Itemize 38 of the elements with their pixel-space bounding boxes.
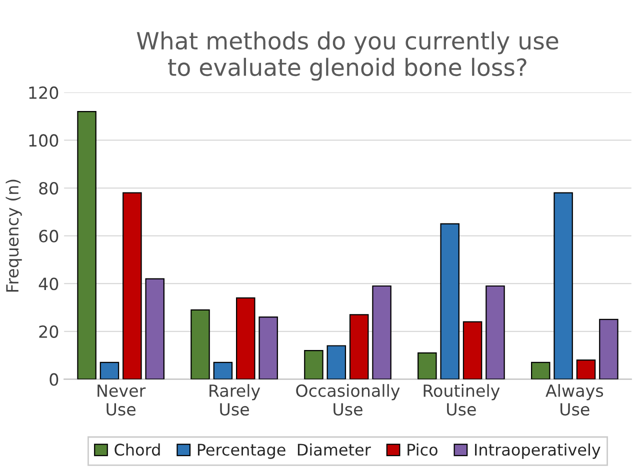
bar	[576, 360, 596, 380]
y-tick-label: 20	[39, 325, 58, 338]
y-tick-label: 0	[50, 373, 58, 386]
y-tick-label: 80	[39, 182, 58, 195]
y-tick-label: 40	[38, 278, 58, 290]
bar	[145, 278, 164, 380]
y-tick-label: 60	[39, 230, 58, 242]
bar	[599, 318, 618, 380]
bar	[190, 309, 210, 380]
bar	[530, 362, 550, 380]
legend-label: Intraoperatively	[475, 443, 600, 459]
bar	[258, 316, 278, 380]
legend-label: Percentage Diameter	[198, 443, 371, 459]
bar	[349, 314, 369, 380]
legend-label: Chord	[114, 443, 160, 456]
bar	[236, 297, 256, 380]
y-tick-label: 100	[29, 134, 58, 147]
chart-title: What methods do you currently use to evaluate glenoid bone loss?	[136, 31, 558, 81]
y-tick-label: 120	[29, 86, 58, 99]
bar	[440, 223, 460, 380]
x-tick-label: Routinely Use	[424, 384, 500, 416]
bar	[213, 362, 233, 380]
bar	[554, 192, 573, 380]
bar	[486, 285, 505, 380]
bar	[326, 345, 346, 380]
bar	[77, 110, 96, 380]
x-tick-label: Always Use	[546, 384, 604, 416]
bar	[100, 362, 120, 380]
x-tick-label: Rarely Use	[210, 384, 260, 416]
bar	[462, 321, 482, 380]
bar	[372, 285, 392, 380]
bar	[304, 350, 324, 380]
bar	[418, 352, 437, 380]
y-axis-title: Frequency (n)	[6, 180, 22, 292]
legend-label: Pico	[408, 443, 438, 456]
x-tick-label: Occasionally Use	[296, 384, 400, 416]
bar	[122, 192, 142, 380]
x-tick-label: Never Use	[98, 384, 146, 416]
